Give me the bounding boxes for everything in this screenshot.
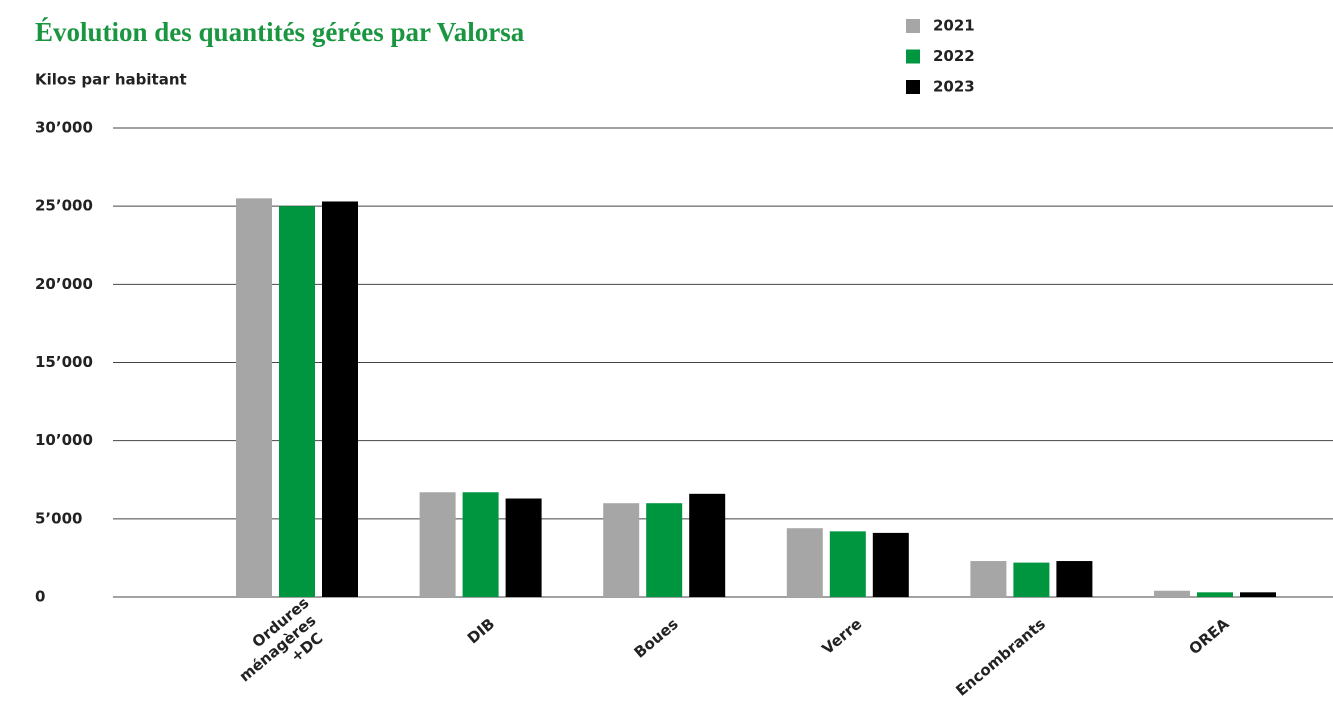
legend-swatch	[906, 80, 920, 94]
bar	[1154, 590, 1190, 597]
y-tick-label: 15’000	[35, 353, 93, 371]
bar	[689, 493, 726, 597]
chart-subtitle: Kilos par habitant	[35, 71, 187, 89]
legend-label: 2021	[933, 17, 975, 35]
bar	[829, 531, 866, 597]
x-tick-label: Verre	[819, 615, 866, 658]
bar	[462, 492, 499, 597]
x-tick-label: Boues	[631, 615, 682, 662]
x-tick-label: Orduresménagères+DC	[224, 593, 335, 699]
legend-label: 2023	[933, 78, 975, 96]
bar	[1056, 561, 1093, 597]
x-tick-label: Encombrants	[952, 615, 1048, 700]
bar	[872, 532, 909, 597]
y-tick-label: 25’000	[35, 197, 93, 215]
bar	[970, 561, 1007, 597]
y-tick-label: 0	[35, 588, 45, 606]
bar	[419, 492, 456, 597]
bar	[1013, 562, 1050, 597]
bar	[322, 201, 358, 597]
bar	[1240, 592, 1276, 597]
legend-swatch	[906, 19, 920, 33]
legend-label: 2022	[933, 47, 975, 65]
chart-title: Évolution des quantités gérées par Valor…	[35, 17, 525, 47]
y-tick-label: 5’000	[35, 509, 82, 527]
bar	[786, 528, 823, 597]
y-tick-label: 10’000	[35, 431, 93, 449]
y-tick-label: 30’000	[35, 119, 93, 137]
x-tick-label: OREA	[1186, 614, 1233, 658]
bar	[1197, 592, 1233, 597]
x-tick-label: DIB	[464, 615, 498, 648]
bar	[279, 206, 315, 597]
bar	[646, 503, 683, 597]
bar	[505, 498, 542, 597]
y-tick-label: 20’000	[35, 275, 93, 293]
bar	[236, 198, 272, 597]
bar	[603, 503, 640, 597]
legend-swatch	[906, 49, 920, 64]
